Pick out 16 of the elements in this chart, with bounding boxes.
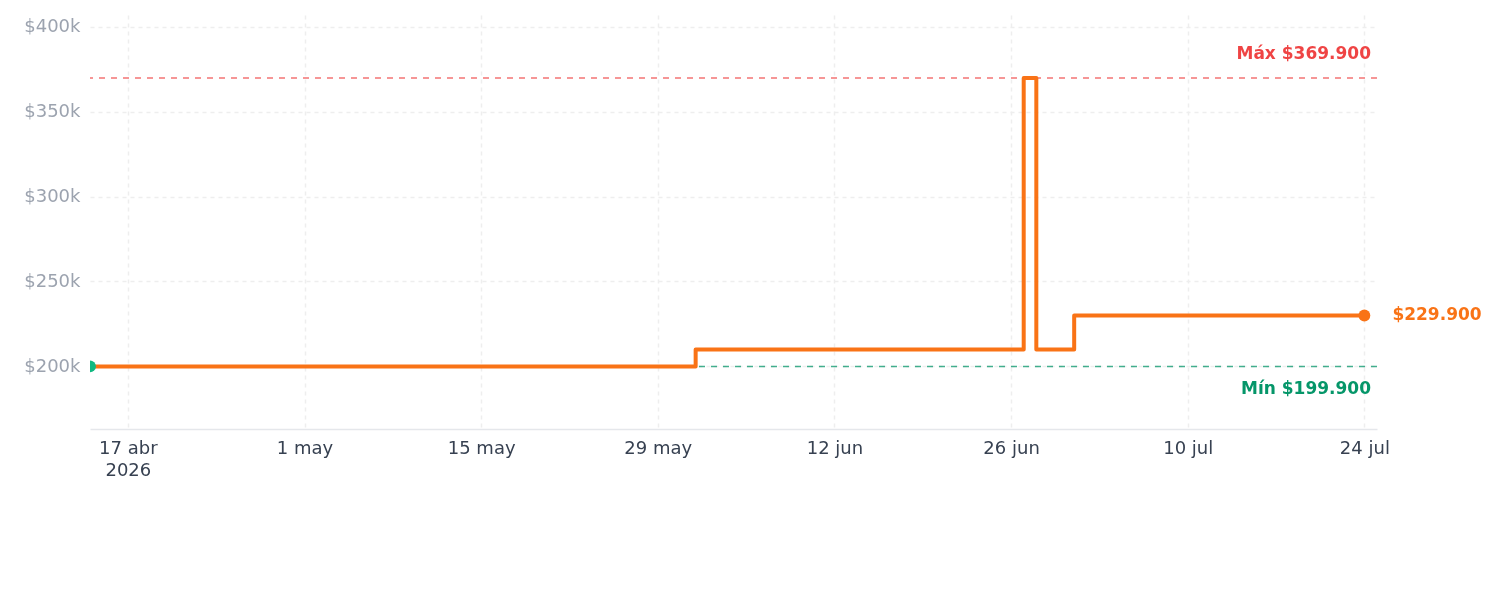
x-tick-label: 17 abr 2026 [99,436,159,480]
x-tick-label: 29 may [624,436,693,458]
data-label: $229.900 [1392,304,1482,325]
y-tick-label: $250k [24,269,82,291]
x-tick-label: 15 may [447,436,516,458]
x-tick-label: 10 jul [1163,436,1214,458]
y-tick-label: $350k [24,100,82,122]
ref-line-label: Máx $369.900 [1236,42,1372,63]
y-tick-label: $200k [24,354,82,376]
x-tick-label: 1 may [276,436,334,458]
x-tick-label: 12 jun [806,436,864,458]
y-tick-label: $300k [24,185,82,207]
x-tick-label: 26 jun [983,436,1040,458]
ref-line-label: Mín $199.900 [1240,378,1372,399]
y-tick-label: $400k [24,15,82,37]
x-tick-label: 24 jul [1339,436,1390,458]
